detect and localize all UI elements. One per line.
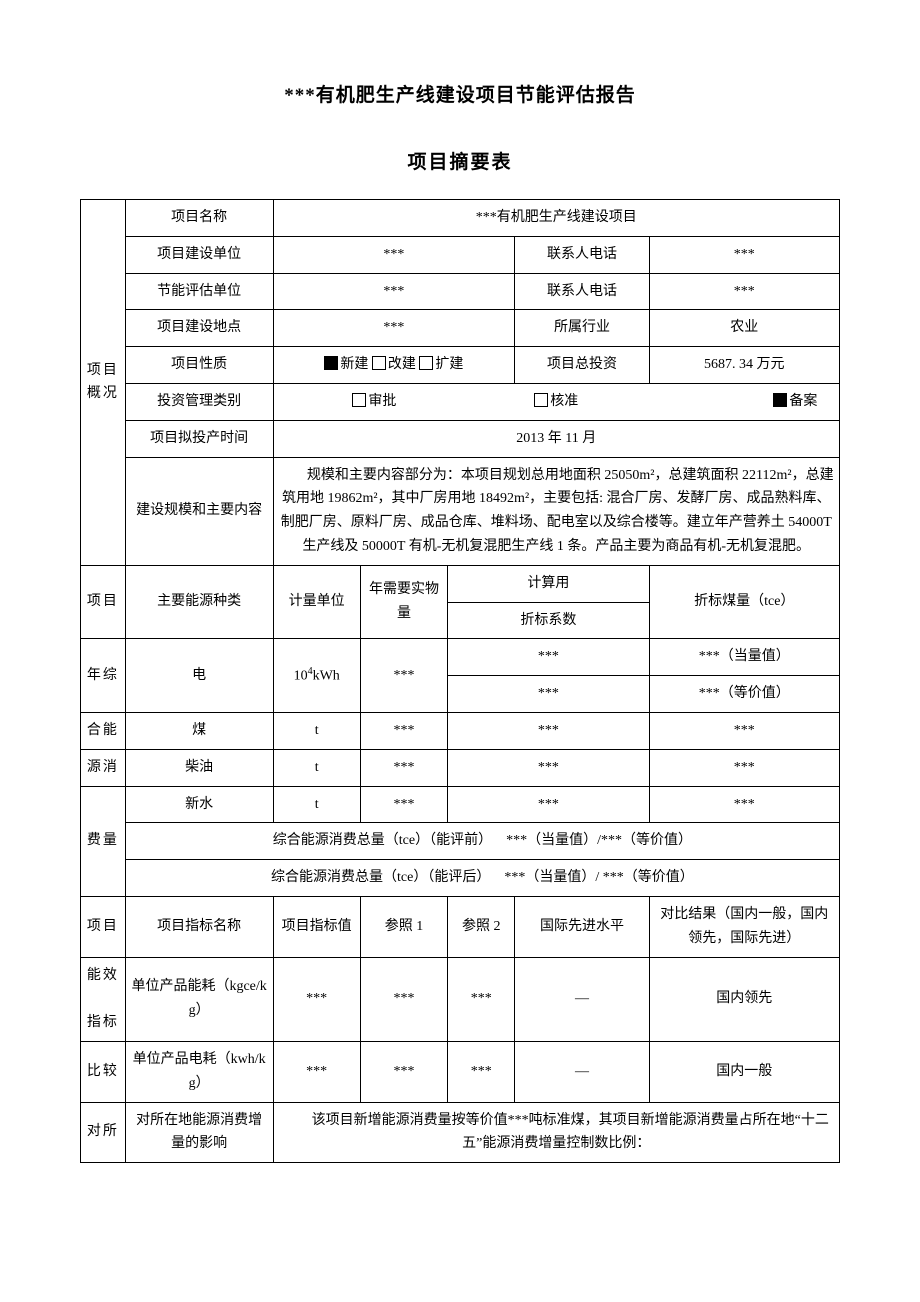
label-mgmt: 投资管理类别 [125,383,273,420]
value-eval-unit: *** [273,273,515,310]
energy-row-diesel-unit: t [273,749,360,786]
section-overview-label: 项目概况 [81,200,126,566]
energy-row-elec-tce-b: ***（等价值） [649,676,839,713]
label-eval-contact: 联系人电话 [515,273,649,310]
checkbox-approve-icon [352,393,366,407]
value-mgmt: 审批 核准 备案 [273,383,839,420]
value-industry: 农业 [649,310,839,347]
hdr-energy-coef1: 计算用 [448,565,649,602]
eff-row-1-ref2: *** [448,1041,515,1102]
energy-row-elec-name: 电 [125,639,273,713]
hdr-eff-result: 对比结果（国内一般，国内领先，国际先进） [649,896,839,957]
eff-row-0-ref1: *** [360,957,447,1041]
energy-row-water-name: 新水 [125,786,273,823]
checkbox-mod-icon [372,356,386,370]
eff-row-0-name: 单位产品能耗（kgce/kg） [125,957,273,1041]
energy-row-water-coef: *** [448,786,649,823]
energy-row-elec-demand: *** [360,639,447,713]
hdr-energy-kind: 主要能源种类 [125,565,273,639]
section-eff-label-3: 比较 [81,1041,126,1102]
eff-row-1-ref1: *** [360,1041,447,1102]
summary-table: 项目概况 项目名称 ***有机肥生产线建设项目 项目建设单位 *** 联系人电话… [80,199,840,1163]
value-scale: 规模和主要内容部分为：本项目规划总用地面积 25050m²，总建筑面积 2211… [273,457,839,565]
label-eval-unit: 节能评估单位 [125,273,273,310]
energy-row-elec-unit: 104kWh [273,639,360,713]
eff-row-0-intl: — [515,957,649,1041]
hdr-eff-value: 项目指标值 [273,896,360,957]
eff-row-1-name: 单位产品电耗（kwh/kg） [125,1041,273,1102]
eff-row-1-intl: — [515,1041,649,1102]
value-project-name: ***有机肥生产线建设项目 [273,200,839,237]
hdr-energy-unit: 计量单位 [273,565,360,639]
eff-row-0-result: 国内领先 [649,957,839,1041]
eff-row-0-value: *** [273,957,360,1041]
energy-row-coal-tce: *** [649,712,839,749]
hdr-eff-intl: 国际先进水平 [515,896,649,957]
energy-row-water-unit: t [273,786,360,823]
energy-row-coal-demand: *** [360,712,447,749]
label-build-contact: 联系人电话 [515,236,649,273]
checkbox-new-icon [324,356,338,370]
label-total-invest: 项目总投资 [515,347,649,384]
section-energy-label-0: 项目 [81,565,126,639]
impact-row-label: 对所在地能源消费增量的影响 [125,1102,273,1163]
hdr-eff-name: 项目指标名称 [125,896,273,957]
energy-row-water-tce: *** [649,786,839,823]
label-build-unit: 项目建设单位 [125,236,273,273]
eff-row-1-value: *** [273,1041,360,1102]
document-title: ***有机肥生产线建设项目节能评估报告 [80,80,840,107]
hdr-eff-ref1: 参照 1 [360,896,447,957]
impact-text: 该项目新增能源消费量按等价值***吨标准煤，其项目新增能源消费量占所在地“十二五… [273,1102,839,1163]
hdr-energy-coef2: 折标系数 [448,602,649,639]
value-location: *** [273,310,515,347]
section-impact-label: 对所 [81,1102,126,1163]
section-energy-label-2: 合能 [81,712,126,749]
checkbox-ratify-icon [534,393,548,407]
label-nature: 项目性质 [125,347,273,384]
energy-row-diesel-demand: *** [360,749,447,786]
label-location: 项目建设地点 [125,310,273,347]
value-total-invest: 5687. 34 万元 [649,347,839,384]
value-prod-time: 2013 年 11 月 [273,420,839,457]
checkbox-ext-icon [419,356,433,370]
energy-row-diesel-coef: *** [448,749,649,786]
section-eff-label-0: 项目 [81,896,126,957]
value-nature: 新建 改建 扩建 [273,347,515,384]
energy-row-coal-unit: t [273,712,360,749]
energy-total-after: 综合能源消费总量（tce）（能评后） ***（当量值）/ ***（等价值） [125,860,839,897]
eff-row-0-ref2: *** [448,957,515,1041]
energy-row-coal-coef: *** [448,712,649,749]
eff-row-1-result: 国内一般 [649,1041,839,1102]
energy-row-elec-coef-a: *** [448,639,649,676]
hdr-eff-ref2: 参照 2 [448,896,515,957]
energy-row-elec-coef-b: *** [448,676,649,713]
hdr-energy-tce: 折标煤量（tce） [649,565,839,639]
section-energy-label-3: 源消 [81,749,126,786]
section-energy-label-4: 费量 [81,786,126,896]
label-scale: 建设规模和主要内容 [125,457,273,565]
energy-row-coal-name: 煤 [125,712,273,749]
document-subtitle: 项目摘要表 [80,147,840,174]
energy-row-diesel-name: 柴油 [125,749,273,786]
label-prod-time: 项目拟投产时间 [125,420,273,457]
energy-row-diesel-tce: *** [649,749,839,786]
energy-row-water-demand: *** [360,786,447,823]
value-eval-contact: *** [649,273,839,310]
section-eff-label-12: 能效 指标 [81,957,126,1041]
label-industry: 所属行业 [515,310,649,347]
energy-row-elec-tce-a: ***（当量值） [649,639,839,676]
checkbox-record-icon [773,393,787,407]
label-project-name: 项目名称 [125,200,273,237]
value-build-unit: *** [273,236,515,273]
section-energy-label-1: 年综 [81,639,126,713]
energy-total-before: 综合能源消费总量（tce）（能评前） ***（当量值）/***（等价值） [125,823,839,860]
value-build-contact: *** [649,236,839,273]
hdr-energy-demand: 年需要实物量 [360,565,447,639]
